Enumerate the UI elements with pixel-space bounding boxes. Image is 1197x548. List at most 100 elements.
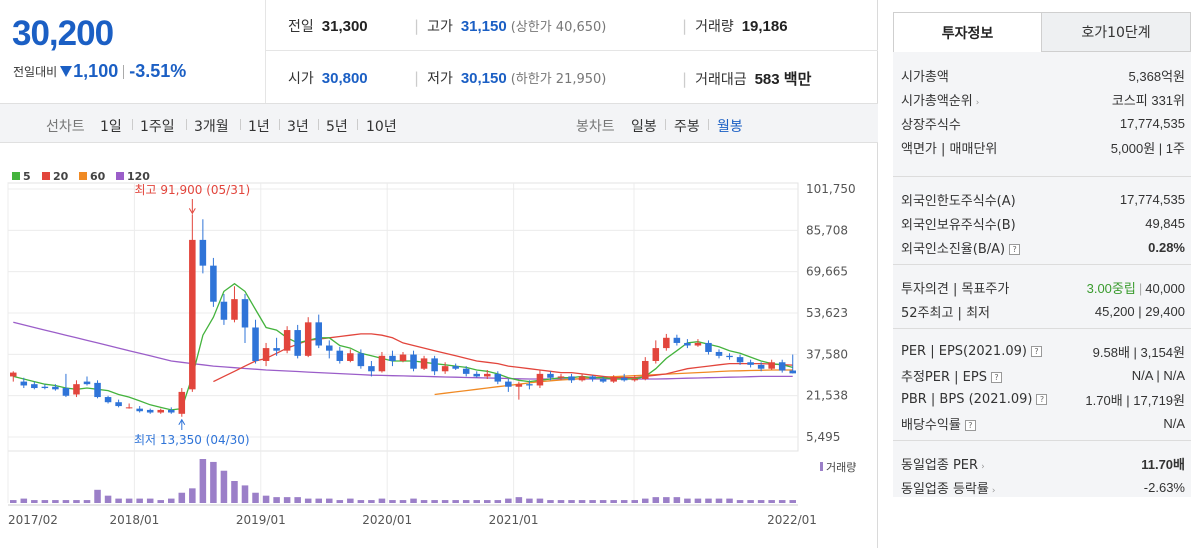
candle-body <box>736 357 744 363</box>
period-3m[interactable]: 3개월 <box>194 119 229 135</box>
help-icon[interactable]: ? <box>990 371 1002 383</box>
volume-bar <box>547 500 554 503</box>
y-tick-label: 69,665 <box>806 265 848 279</box>
period-1y[interactable]: 1년 <box>248 119 270 135</box>
candle-body <box>52 386 59 390</box>
low-annotation: 최저 13,350 (04/30) <box>134 433 250 447</box>
help-icon[interactable]: ? <box>1036 393 1048 405</box>
x-tick-label: 2017/02 <box>8 513 58 527</box>
candle-body <box>125 407 133 409</box>
candle-body <box>389 355 396 361</box>
volume-bar <box>104 495 112 503</box>
sector-change-row[interactable]: 동일업종 등락률 › -2.63% <box>901 479 1185 497</box>
candle-body <box>705 342 712 352</box>
legend-label: 60 <box>90 170 106 183</box>
period-1w[interactable]: 1주일 <box>140 119 175 135</box>
candle-body <box>168 409 175 413</box>
info-panel-body: 시가총액 5,368억원 시가총액순위 › 코스피 331위 상장주식수 17,774,… <box>893 52 1191 497</box>
y-tick-label: 53,623 <box>806 306 848 320</box>
x-tick-label: 2022/01 <box>767 513 817 527</box>
candle-body <box>326 345 333 351</box>
volume-bar <box>778 500 786 503</box>
current-price-block: 30,200 전일대비 1,100 -3.51% <box>0 0 266 103</box>
chevron-right-icon: › <box>975 97 980 108</box>
foreign-limit-row: 외국인한도주식수(A) 17,774,535 <box>901 191 1185 209</box>
candle-body <box>283 330 291 351</box>
price-change: 전일대비 1,100 -3.51% <box>13 61 186 82</box>
volume-bar <box>315 498 322 503</box>
volume-bar <box>578 500 586 503</box>
volume-bar <box>378 498 386 503</box>
prev-close: 전일 31,300 <box>288 18 368 35</box>
candle-monthly[interactable]: 월봉 <box>717 119 743 135</box>
volume-bar <box>94 489 101 503</box>
candle-body <box>31 384 38 389</box>
volume-bar <box>368 500 375 503</box>
period-3y[interactable]: 3년 <box>287 119 309 135</box>
volume-bar <box>747 500 754 503</box>
period-5y[interactable]: 5년 <box>326 119 348 135</box>
help-icon[interactable]: ? <box>964 419 976 431</box>
candle-body <box>484 373 491 377</box>
listed-shares-row: 상장주식수 17,774,535 <box>901 115 1185 133</box>
low-arrow-icon <box>178 418 186 426</box>
candle-body <box>526 384 533 386</box>
volume-bar <box>262 495 270 503</box>
help-icon[interactable]: ? <box>1009 243 1021 255</box>
pbr-row: PBR | BPS (2021.09)? 1.70배 | 17,719원 <box>901 391 1185 408</box>
candle-body <box>241 299 249 328</box>
volume-bar <box>484 500 491 503</box>
chevron-right-icon: › <box>991 485 996 496</box>
candle-body <box>726 355 733 358</box>
candle-body <box>357 353 365 367</box>
candle-body <box>41 386 49 389</box>
volume-bar <box>715 498 723 503</box>
volume-bar <box>736 500 744 503</box>
candle-chart-label[interactable]: 봉차트 <box>576 119 615 135</box>
volume-bar <box>20 498 28 503</box>
volume-bar <box>705 498 712 503</box>
period-10y[interactable]: 10년 <box>366 119 397 135</box>
candle-body <box>473 373 480 377</box>
volume-bar <box>273 497 280 503</box>
candle-body <box>115 402 122 407</box>
volume-bar <box>304 498 312 503</box>
sector-per-row[interactable]: 동일업종 PER › 11.70배 <box>901 456 1185 473</box>
candle-weekly[interactable]: 주봉 <box>674 119 700 135</box>
candle-body <box>252 327 259 361</box>
candle-body <box>578 376 586 381</box>
tab-order-book[interactable]: 호가10단계 <box>1041 12 1191 52</box>
candle-body <box>336 350 344 361</box>
volume-bar <box>157 500 164 503</box>
volume-bar <box>684 498 691 503</box>
candle-body <box>715 351 723 356</box>
candle-daily[interactable]: 일봉 <box>631 119 657 135</box>
candle-body <box>631 379 638 381</box>
volume-legend-label: 거래량 <box>826 461 856 474</box>
x-tick-label: 2018/01 <box>109 513 159 527</box>
candle-body <box>20 381 28 386</box>
period-1d[interactable]: 1일 <box>100 119 122 135</box>
candle-body <box>189 239 196 390</box>
volume-bar <box>146 498 154 503</box>
candle-body <box>231 299 238 320</box>
market-cap-rank-row[interactable]: 시가총액순위 › 코스피 331위 <box>901 92 1185 109</box>
candle-body <box>10 372 17 377</box>
volume: | 거래량 19,186 <box>682 17 788 35</box>
opinion-row: 투자의견 | 목표주가 3.00중립 | 40,000 <box>901 280 1185 297</box>
candle-body <box>494 373 502 382</box>
candle-body <box>789 370 796 374</box>
volume-bar <box>326 498 333 503</box>
candle-body <box>599 379 607 382</box>
candle-body <box>294 330 301 356</box>
price-chart[interactable]: 5 20 60 120 101,750 85,708 69,665 53,623 37,580… <box>0 143 878 548</box>
line-chart-label[interactable]: 선차트 <box>46 119 85 135</box>
candle-body <box>315 322 322 346</box>
volume-bar <box>199 459 207 503</box>
tab-investment-info[interactable]: 투자정보 <box>893 12 1042 52</box>
volume-bar <box>210 461 217 503</box>
investment-info-panel: 투자정보 호가10단계 시가총액 5,368억원 시가총액순위 › 코스피 331위 … <box>893 12 1191 497</box>
chart-legend: 5 20 60 120 <box>12 170 150 183</box>
volume-bar <box>189 488 196 503</box>
help-icon[interactable]: ? <box>1030 345 1042 357</box>
